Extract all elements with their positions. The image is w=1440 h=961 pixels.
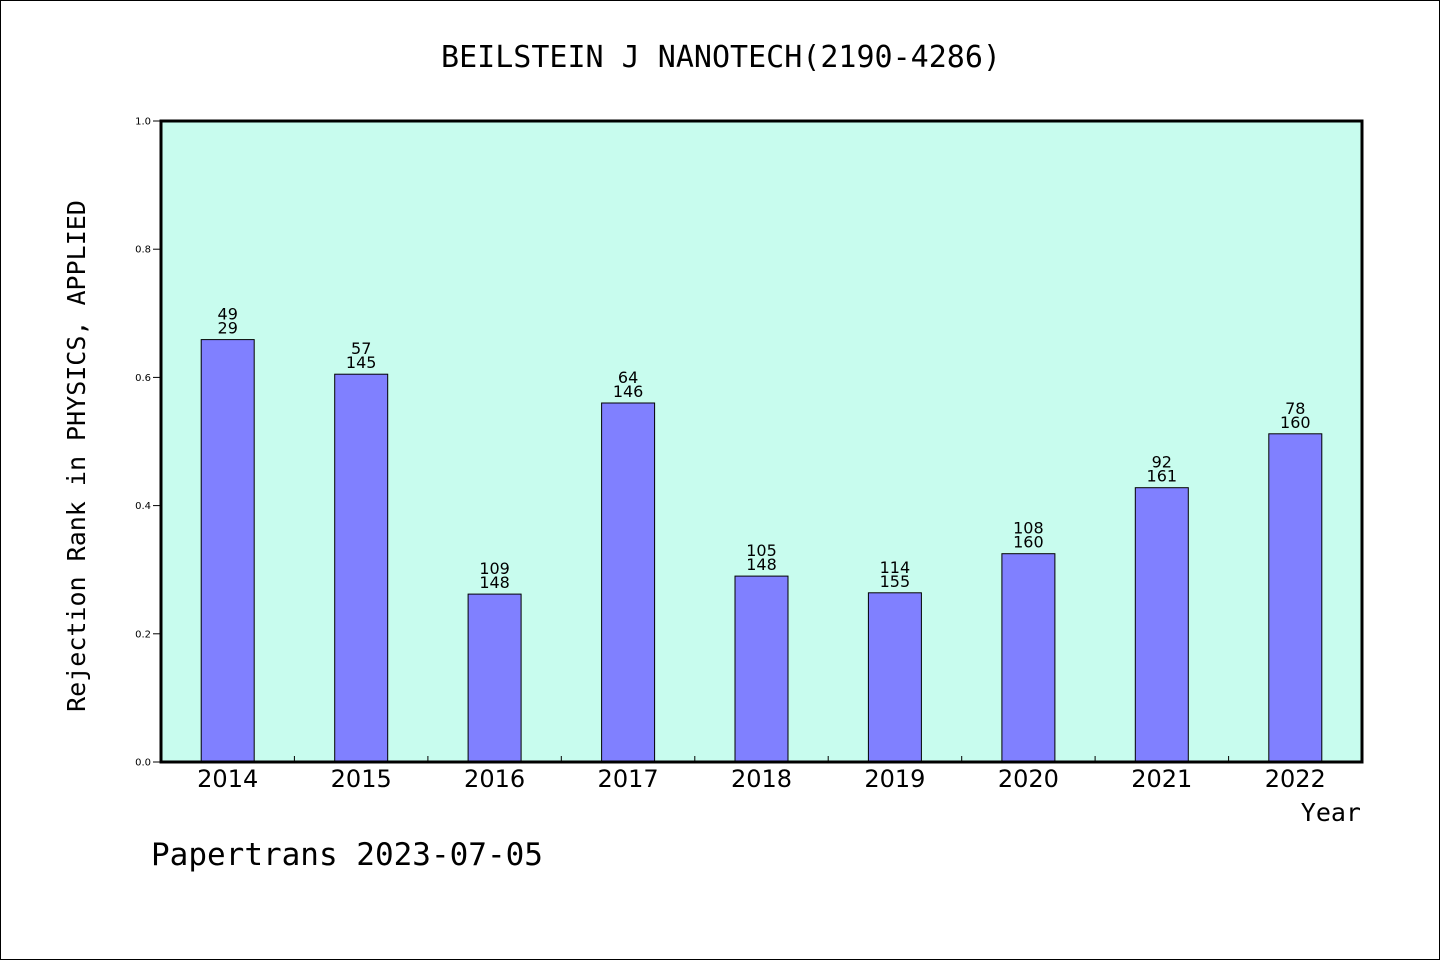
- x-axis-label: Year: [1301, 798, 1361, 827]
- x-tick-label: 2020: [998, 765, 1059, 793]
- bar-label-bottom: 161: [1147, 467, 1178, 486]
- bar-label-top: 57: [351, 339, 371, 358]
- bar-label-bottom: 148: [746, 555, 777, 574]
- bar-2018: [734, 575, 789, 763]
- y-tick-label: 0.6: [135, 373, 151, 384]
- bar-2015: [334, 373, 389, 763]
- bar-label-top: 114: [880, 558, 911, 577]
- x-tick-label: 2022: [1265, 765, 1326, 793]
- footer-text: Papertrans 2023-07-05: [151, 837, 543, 873]
- x-tick-label: 2021: [1131, 765, 1192, 793]
- y-tick-label: 0.2: [135, 629, 151, 640]
- bar-label-top: 105: [746, 541, 777, 560]
- bar-label-bottom: 155: [880, 572, 911, 591]
- y-tick-label: 1.0: [135, 117, 151, 128]
- bar-2022: [1268, 433, 1323, 763]
- bar-label-top: 92: [1152, 453, 1172, 472]
- x-tick-label: 2016: [464, 765, 525, 793]
- bars: [200, 339, 1323, 763]
- y-axis-ticks: 0.0 0.2 0.4 0.6 0.8 1.0: [135, 117, 161, 769]
- bar-label-bottom: 148: [479, 573, 510, 592]
- plot-border: [159, 119, 1364, 764]
- bar-label-top: 78: [1285, 399, 1305, 418]
- bar-2014: [200, 339, 255, 763]
- x-tick-label: 2017: [598, 765, 659, 793]
- bar-2016: [467, 593, 522, 763]
- bar-2017: [601, 402, 656, 763]
- x-tick-label: 2015: [331, 765, 392, 793]
- x-tick-label: 2019: [864, 765, 925, 793]
- bar-label-top: 64: [618, 368, 638, 387]
- bar-label-top: 108: [1013, 519, 1044, 538]
- bar-label-top: 109: [479, 559, 510, 578]
- y-axis-label: Rejection Rank in PHYSICS, APPLIED: [62, 200, 91, 712]
- bar-label-bottom: 146: [613, 382, 644, 401]
- y-tick-label: 0.4: [135, 501, 151, 512]
- bar-label-bottom: 29: [218, 319, 238, 338]
- bar-2019: [867, 592, 922, 763]
- bar-label-bottom: 160: [1280, 413, 1311, 432]
- x-tick-label: 2014: [197, 765, 258, 793]
- y-tick-label: 0.0: [135, 758, 151, 769]
- bar-2020: [1001, 553, 1056, 763]
- y-tick-label: 0.8: [135, 245, 151, 256]
- x-axis-ticks: 2014 2015 2016 2017 2018 2019 2020 2021 2022: [197, 756, 1326, 793]
- bar-label-top: 49: [218, 305, 238, 324]
- bar-label-bottom: 145: [346, 353, 377, 372]
- chart-title: BEILSTEIN J NANOTECH(2190-4286): [441, 40, 1001, 75]
- bar-label-bottom: 160: [1013, 533, 1044, 552]
- x-tick-label: 2018: [731, 765, 792, 793]
- bar-2021: [1134, 487, 1189, 763]
